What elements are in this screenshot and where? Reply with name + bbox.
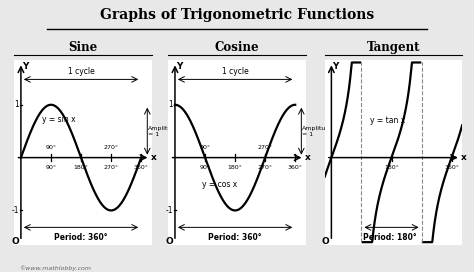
Text: 270°: 270°	[258, 145, 273, 150]
Text: 90°: 90°	[200, 165, 210, 170]
Text: y = cos x: y = cos x	[202, 180, 237, 188]
Text: 90°: 90°	[200, 145, 210, 150]
Text: x: x	[461, 153, 467, 162]
Text: 360°: 360°	[288, 165, 302, 170]
Text: Period: 360°: Period: 360°	[55, 233, 108, 242]
Text: Y: Y	[22, 63, 28, 72]
Text: Amplitude
= 1: Amplitude = 1	[148, 126, 180, 137]
Text: 270°: 270°	[258, 165, 273, 170]
Text: x: x	[305, 153, 310, 162]
Text: Graphs of Trigonometric Functions: Graphs of Trigonometric Functions	[100, 8, 374, 22]
Text: ©www.mathlobby.com: ©www.mathlobby.com	[19, 265, 91, 271]
Text: 180°: 180°	[228, 165, 243, 170]
Text: 1: 1	[168, 100, 173, 109]
Text: x: x	[151, 153, 156, 162]
Text: 270°: 270°	[104, 165, 118, 170]
Text: Y: Y	[333, 63, 339, 72]
Text: Y: Y	[176, 63, 182, 72]
Text: Period: 180°: Period: 180°	[363, 233, 416, 242]
Text: 1 cycle: 1 cycle	[68, 67, 94, 76]
Text: Period: 360°: Period: 360°	[209, 233, 262, 242]
Text: O: O	[165, 237, 173, 246]
Text: Sine: Sine	[68, 41, 98, 54]
Text: 180°: 180°	[73, 165, 89, 170]
Text: 90°: 90°	[46, 145, 56, 150]
Text: 1 cycle: 1 cycle	[222, 67, 248, 76]
Text: Cosine: Cosine	[215, 41, 259, 54]
Text: y = tan x: y = tan x	[370, 116, 405, 125]
Text: 1: 1	[14, 100, 19, 109]
Text: Tangent: Tangent	[367, 41, 420, 54]
Text: O: O	[322, 237, 329, 246]
Text: O: O	[11, 237, 19, 246]
Text: 360°: 360°	[444, 165, 459, 170]
Text: Amplitude
= 1: Amplitude = 1	[302, 126, 334, 137]
Text: 360°: 360°	[134, 165, 148, 170]
Text: 270°: 270°	[104, 145, 118, 150]
Text: 180°: 180°	[384, 165, 399, 170]
Text: -1: -1	[165, 206, 173, 215]
Text: -1: -1	[11, 206, 19, 215]
Text: y = sin x: y = sin x	[42, 115, 75, 124]
Text: 90°: 90°	[46, 165, 56, 170]
